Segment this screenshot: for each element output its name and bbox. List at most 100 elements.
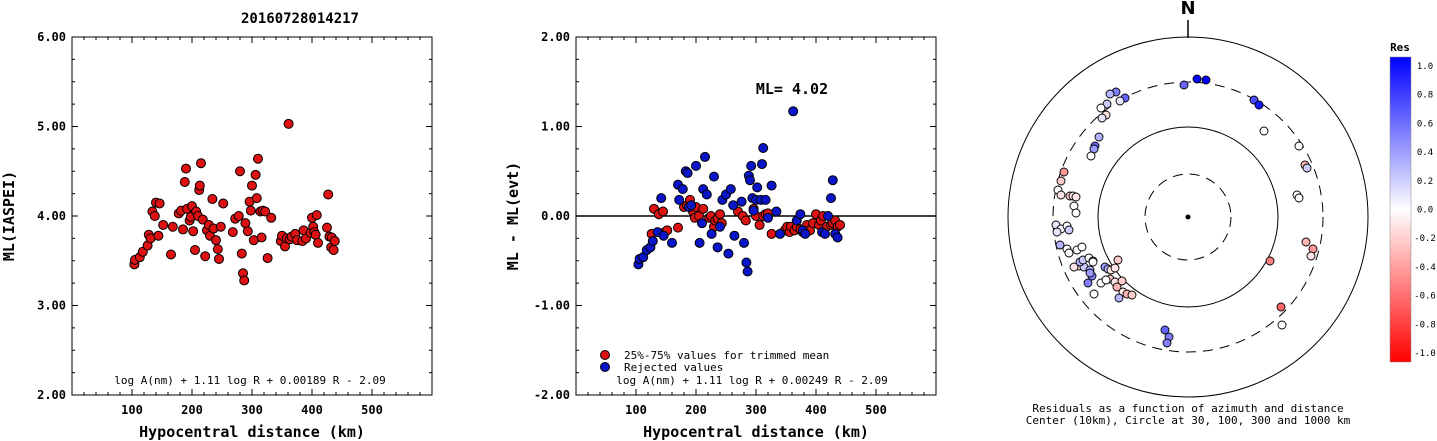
data-point — [691, 160, 701, 171]
data-point — [740, 215, 751, 226]
data-point — [795, 209, 806, 220]
data-point — [188, 226, 199, 237]
station-residual-point — [1055, 240, 1065, 250]
data-point — [329, 236, 340, 247]
data-point — [153, 230, 164, 241]
data-point — [311, 210, 322, 221]
station-residual-point — [1259, 126, 1269, 136]
y-tick-labels-1: 2.00 3.00 4.00 5.00 6.00 — [37, 30, 66, 402]
polar-caption-2: Center (10km), Circle at 30, 100, 300 an… — [1026, 414, 1351, 427]
circle-30km — [1144, 173, 1232, 261]
station-residual-point — [1265, 256, 1275, 266]
data-point — [322, 222, 332, 233]
station-residual-point — [1056, 176, 1066, 186]
data-point — [266, 212, 277, 223]
data-point — [245, 205, 256, 216]
data-point — [214, 253, 224, 264]
data-point — [677, 184, 688, 195]
y-tick-label: 3.00 — [37, 299, 66, 313]
station-residual-point — [1301, 237, 1311, 247]
colorbar-tick-label: -1.0 — [1414, 349, 1436, 359]
y-axis-label-2: ML - ML(evt) — [504, 162, 522, 270]
data-point — [239, 275, 250, 286]
station-residuals — [1051, 74, 1318, 348]
data-point — [179, 176, 190, 187]
station-residual-point — [1085, 268, 1095, 278]
colorbar-tick-label: 1.0 — [1417, 62, 1433, 72]
colorbar-tick-label: -0.4 — [1414, 263, 1436, 273]
x-tick-labels-1: 100 200 300 400 500 — [121, 403, 383, 417]
formula-1: log A(nm) + 1.11 log R + 0.00189 R - 2.0… — [114, 374, 386, 387]
data-point — [709, 171, 719, 182]
legend-marker-accepted — [600, 350, 610, 360]
data-point — [698, 203, 709, 214]
polar-caption-1: Residuals as a function of azimuth and d… — [1032, 402, 1343, 415]
station-residual-point — [1101, 275, 1111, 285]
data-point — [694, 237, 705, 248]
station-residual-point — [1069, 262, 1079, 272]
station-residual-point — [1115, 96, 1125, 106]
colorbar-tick-label: 0.8 — [1417, 91, 1433, 101]
data-points-1 — [129, 118, 340, 286]
station-residual-point — [1096, 103, 1106, 113]
formula-2: log A(nm) + 1.11 log R + 0.00249 R - 2.0… — [616, 374, 888, 387]
colorbar-tick-label: 0.6 — [1417, 119, 1433, 129]
data-point — [250, 169, 261, 180]
data-point — [211, 235, 221, 246]
x-tick-label: 500 — [865, 403, 887, 417]
circle-100km — [1097, 126, 1279, 308]
data-point — [826, 193, 836, 204]
plot-frame-1 — [71, 36, 433, 396]
station-residual-point — [1094, 132, 1104, 142]
y-tick-label: 4.00 — [37, 209, 66, 223]
legend-label-accepted: 25%-75% values for trimmed mean — [624, 349, 829, 362]
data-point — [729, 230, 740, 241]
station-residual-point — [1089, 289, 1099, 299]
station-residual-point — [1071, 208, 1081, 218]
data-point — [832, 232, 843, 243]
x-tick-label: 300 — [241, 403, 263, 417]
data-point — [212, 244, 223, 255]
data-point — [656, 193, 667, 204]
data-point — [253, 153, 263, 164]
legend-label-rejected: Rejected values — [624, 361, 723, 374]
y-tick-label: 2.00 — [541, 30, 570, 44]
data-point — [775, 228, 785, 239]
data-point — [686, 200, 697, 211]
data-point — [701, 189, 712, 200]
x-tick-label: 400 — [301, 403, 323, 417]
x-axis-label-2: Hypocentral distance (km) — [643, 423, 869, 441]
data-point — [674, 194, 685, 205]
colorbar-tick-label: 0.0 — [1417, 206, 1433, 216]
data-point — [742, 266, 753, 277]
data-point — [215, 221, 226, 232]
data-point — [181, 163, 191, 174]
tick-marks-2 — [576, 36, 936, 396]
legend-marker-rejected — [600, 362, 610, 372]
data-point — [746, 160, 757, 171]
y-tick-label: 6.00 — [37, 30, 66, 44]
data-point — [754, 219, 765, 230]
station-residual-point — [1294, 141, 1304, 151]
data-point — [323, 189, 334, 200]
station-residual-point — [1083, 278, 1093, 288]
data-point — [242, 226, 253, 237]
data-point — [766, 228, 777, 239]
station-residual-point — [1097, 113, 1107, 123]
data-point — [233, 211, 244, 221]
data-point — [256, 232, 267, 243]
x-tick-label: 400 — [805, 403, 827, 417]
station-residual-point — [1112, 282, 1122, 292]
data-point — [771, 206, 782, 217]
data-point — [766, 180, 777, 191]
data-point — [788, 106, 799, 117]
panel-residual-vs-distance: -2.00 -1.00 0.00 1.00 2.00 100 200 300 400 500 M… — [504, 30, 937, 441]
data-point — [236, 248, 247, 259]
station-residual-point — [1306, 251, 1316, 261]
data-point — [715, 221, 725, 232]
data-point — [166, 249, 176, 260]
data-point — [800, 228, 811, 239]
station-residual-point — [1052, 227, 1062, 237]
ml-value-label: ML= 4.02 — [756, 80, 828, 98]
